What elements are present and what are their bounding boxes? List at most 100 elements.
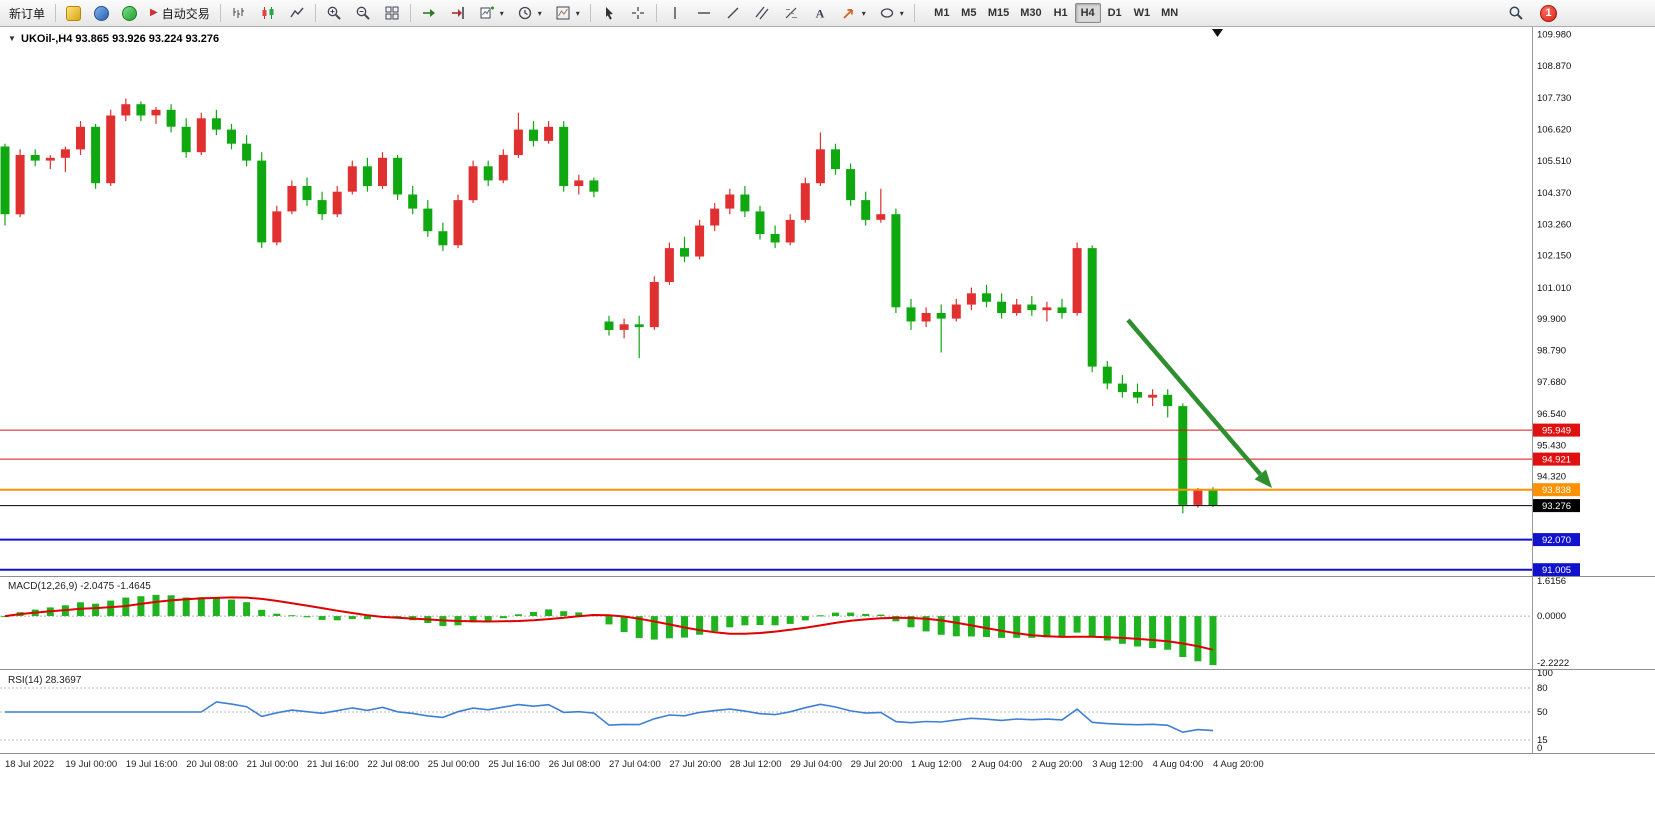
trendline-icon (727, 7, 739, 19)
candle-body (211, 118, 221, 130)
zoom-out-icon (356, 6, 370, 20)
trend-arrow-head[interactable] (1254, 469, 1272, 489)
fibonacci-button[interactable] (777, 2, 805, 24)
periods-button[interactable]: ▾ (511, 2, 548, 24)
price-level-badge-label: 92.070 (1542, 535, 1571, 546)
zoom-out-button[interactable] (349, 2, 377, 24)
equidistant-channel-button[interactable] (748, 2, 776, 24)
candle-body (710, 208, 720, 226)
candle-body (966, 293, 976, 305)
candle-body (438, 231, 448, 246)
macd-histogram-bar (1058, 616, 1066, 638)
macd-histogram-bar (1043, 616, 1051, 638)
horizontal-line-button[interactable] (690, 2, 718, 24)
macd-histogram-bar (92, 603, 100, 617)
macd-signal-line (4, 596, 1214, 651)
zoom-in-icon (327, 6, 341, 20)
signals-icon (122, 5, 138, 21)
rsi-axis-label: 0 (1537, 743, 1542, 754)
price-level-badge (1533, 452, 1580, 466)
shapes-icon (880, 8, 893, 18)
zoom-in-button[interactable] (320, 2, 348, 24)
fibonacci-icon (785, 7, 797, 19)
navigator-button[interactable] (88, 2, 115, 24)
candle-body (1072, 248, 1082, 313)
vertical-line-button[interactable] (661, 2, 689, 24)
templates-button[interactable]: ▾ (549, 2, 586, 24)
new-chart-button[interactable]: ▾ (473, 2, 510, 24)
tile-windows-icon (385, 6, 399, 20)
new-order-label: 新订单 (9, 6, 46, 21)
cursor-button[interactable] (595, 2, 623, 24)
trendline-button[interactable] (719, 2, 747, 24)
time-axis-label: 4 Aug 04:00 (1153, 759, 1204, 770)
macd-histogram-bar (620, 616, 628, 633)
macd-histogram-bar (560, 611, 568, 616)
equidistant-channel-icon (755, 6, 769, 20)
macd-histogram-bar (318, 616, 326, 620)
macd-histogram-bar (877, 614, 885, 616)
candle-body (1057, 307, 1067, 313)
candle-body (770, 234, 780, 243)
candle-body (695, 225, 705, 257)
text-tool-button[interactable]: A (806, 2, 834, 24)
trend-arrow[interactable] (1126, 318, 1263, 476)
macd-histogram-bar (514, 614, 522, 616)
crosshair-icon (631, 7, 644, 19)
candle-body (181, 126, 191, 153)
bar-chart-button[interactable] (225, 2, 253, 24)
candle-body (936, 313, 946, 319)
chart-shift-button[interactable] (444, 2, 472, 24)
candlestick-chart-button[interactable] (254, 2, 282, 24)
tile-windows-button[interactable] (378, 2, 406, 24)
candle-body (589, 180, 599, 192)
timeframe-button-H4[interactable]: H4 (1074, 3, 1101, 23)
notification-badge[interactable]: 1 (1540, 4, 1557, 22)
timeframe-button-M1[interactable]: M1 (929, 3, 955, 23)
search-button[interactable] (1502, 2, 1530, 24)
candle-body (921, 313, 931, 322)
macd-histogram-bar (1028, 616, 1036, 638)
new-order-button[interactable]: 新订单 (3, 2, 51, 24)
macd-histogram-bar (212, 597, 220, 617)
macd-histogram-bar (1118, 616, 1126, 644)
market-watch-button[interactable] (60, 2, 87, 24)
chart-area[interactable]: 95.949 94.921 93.838 92.070 91.005 93.276 109.… (0, 27, 1655, 824)
timeframe-button-D1[interactable]: D1 (1102, 3, 1128, 23)
toolbar-separator (314, 4, 316, 22)
price-axis-label: 98.790 (1537, 346, 1566, 357)
candle-body (1193, 489, 1203, 505)
macd-histogram-bar (530, 612, 537, 616)
one-click-toggle-icon[interactable]: ▼ (8, 34, 16, 43)
macd-histogram-bar (1149, 616, 1157, 649)
timeframe-button-M15[interactable]: M15 (983, 3, 1014, 23)
line-chart-button[interactable] (283, 2, 311, 24)
market-watch-icon (66, 5, 82, 21)
crosshair-button[interactable] (624, 2, 652, 24)
rsi-axis-label: 80 (1537, 683, 1548, 694)
auto-trading-button[interactable]: ▶ 自动交易 (144, 2, 216, 24)
candle-body (423, 208, 433, 232)
timeframe-button-W1[interactable]: W1 (1129, 3, 1156, 23)
toolbar-separator (655, 4, 657, 22)
vertical-line-icon (674, 7, 676, 19)
macd-histogram-bar (499, 616, 507, 619)
candle-body (151, 109, 161, 116)
shapes-tool-button[interactable]: ▾ (873, 2, 910, 24)
rsi-axis-label: 100 (1537, 668, 1553, 679)
auto-scroll-button[interactable] (415, 2, 443, 24)
timeframe-button-MN[interactable]: MN (1156, 3, 1183, 23)
toolbar: 新订单 ▶ 自动交易 ▾ ▾ ▾ A ▾ ▾ (0, 0, 1655, 27)
toolbar-separator (913, 4, 915, 22)
candle-body (498, 155, 508, 181)
timeframe-button-M30[interactable]: M30 (1015, 3, 1046, 23)
signals-button[interactable] (116, 2, 143, 24)
timeframe-button-M5[interactable]: M5 (956, 3, 982, 23)
macd-histogram-bar (1073, 616, 1081, 633)
arrows-tool-button[interactable]: ▾ (835, 2, 872, 24)
timeframe-button-H1[interactable]: H1 (1048, 3, 1074, 23)
arrows-icon (843, 9, 853, 19)
candle-body (906, 307, 916, 322)
macd-histogram-bar (983, 616, 990, 637)
candle-body (725, 194, 735, 209)
